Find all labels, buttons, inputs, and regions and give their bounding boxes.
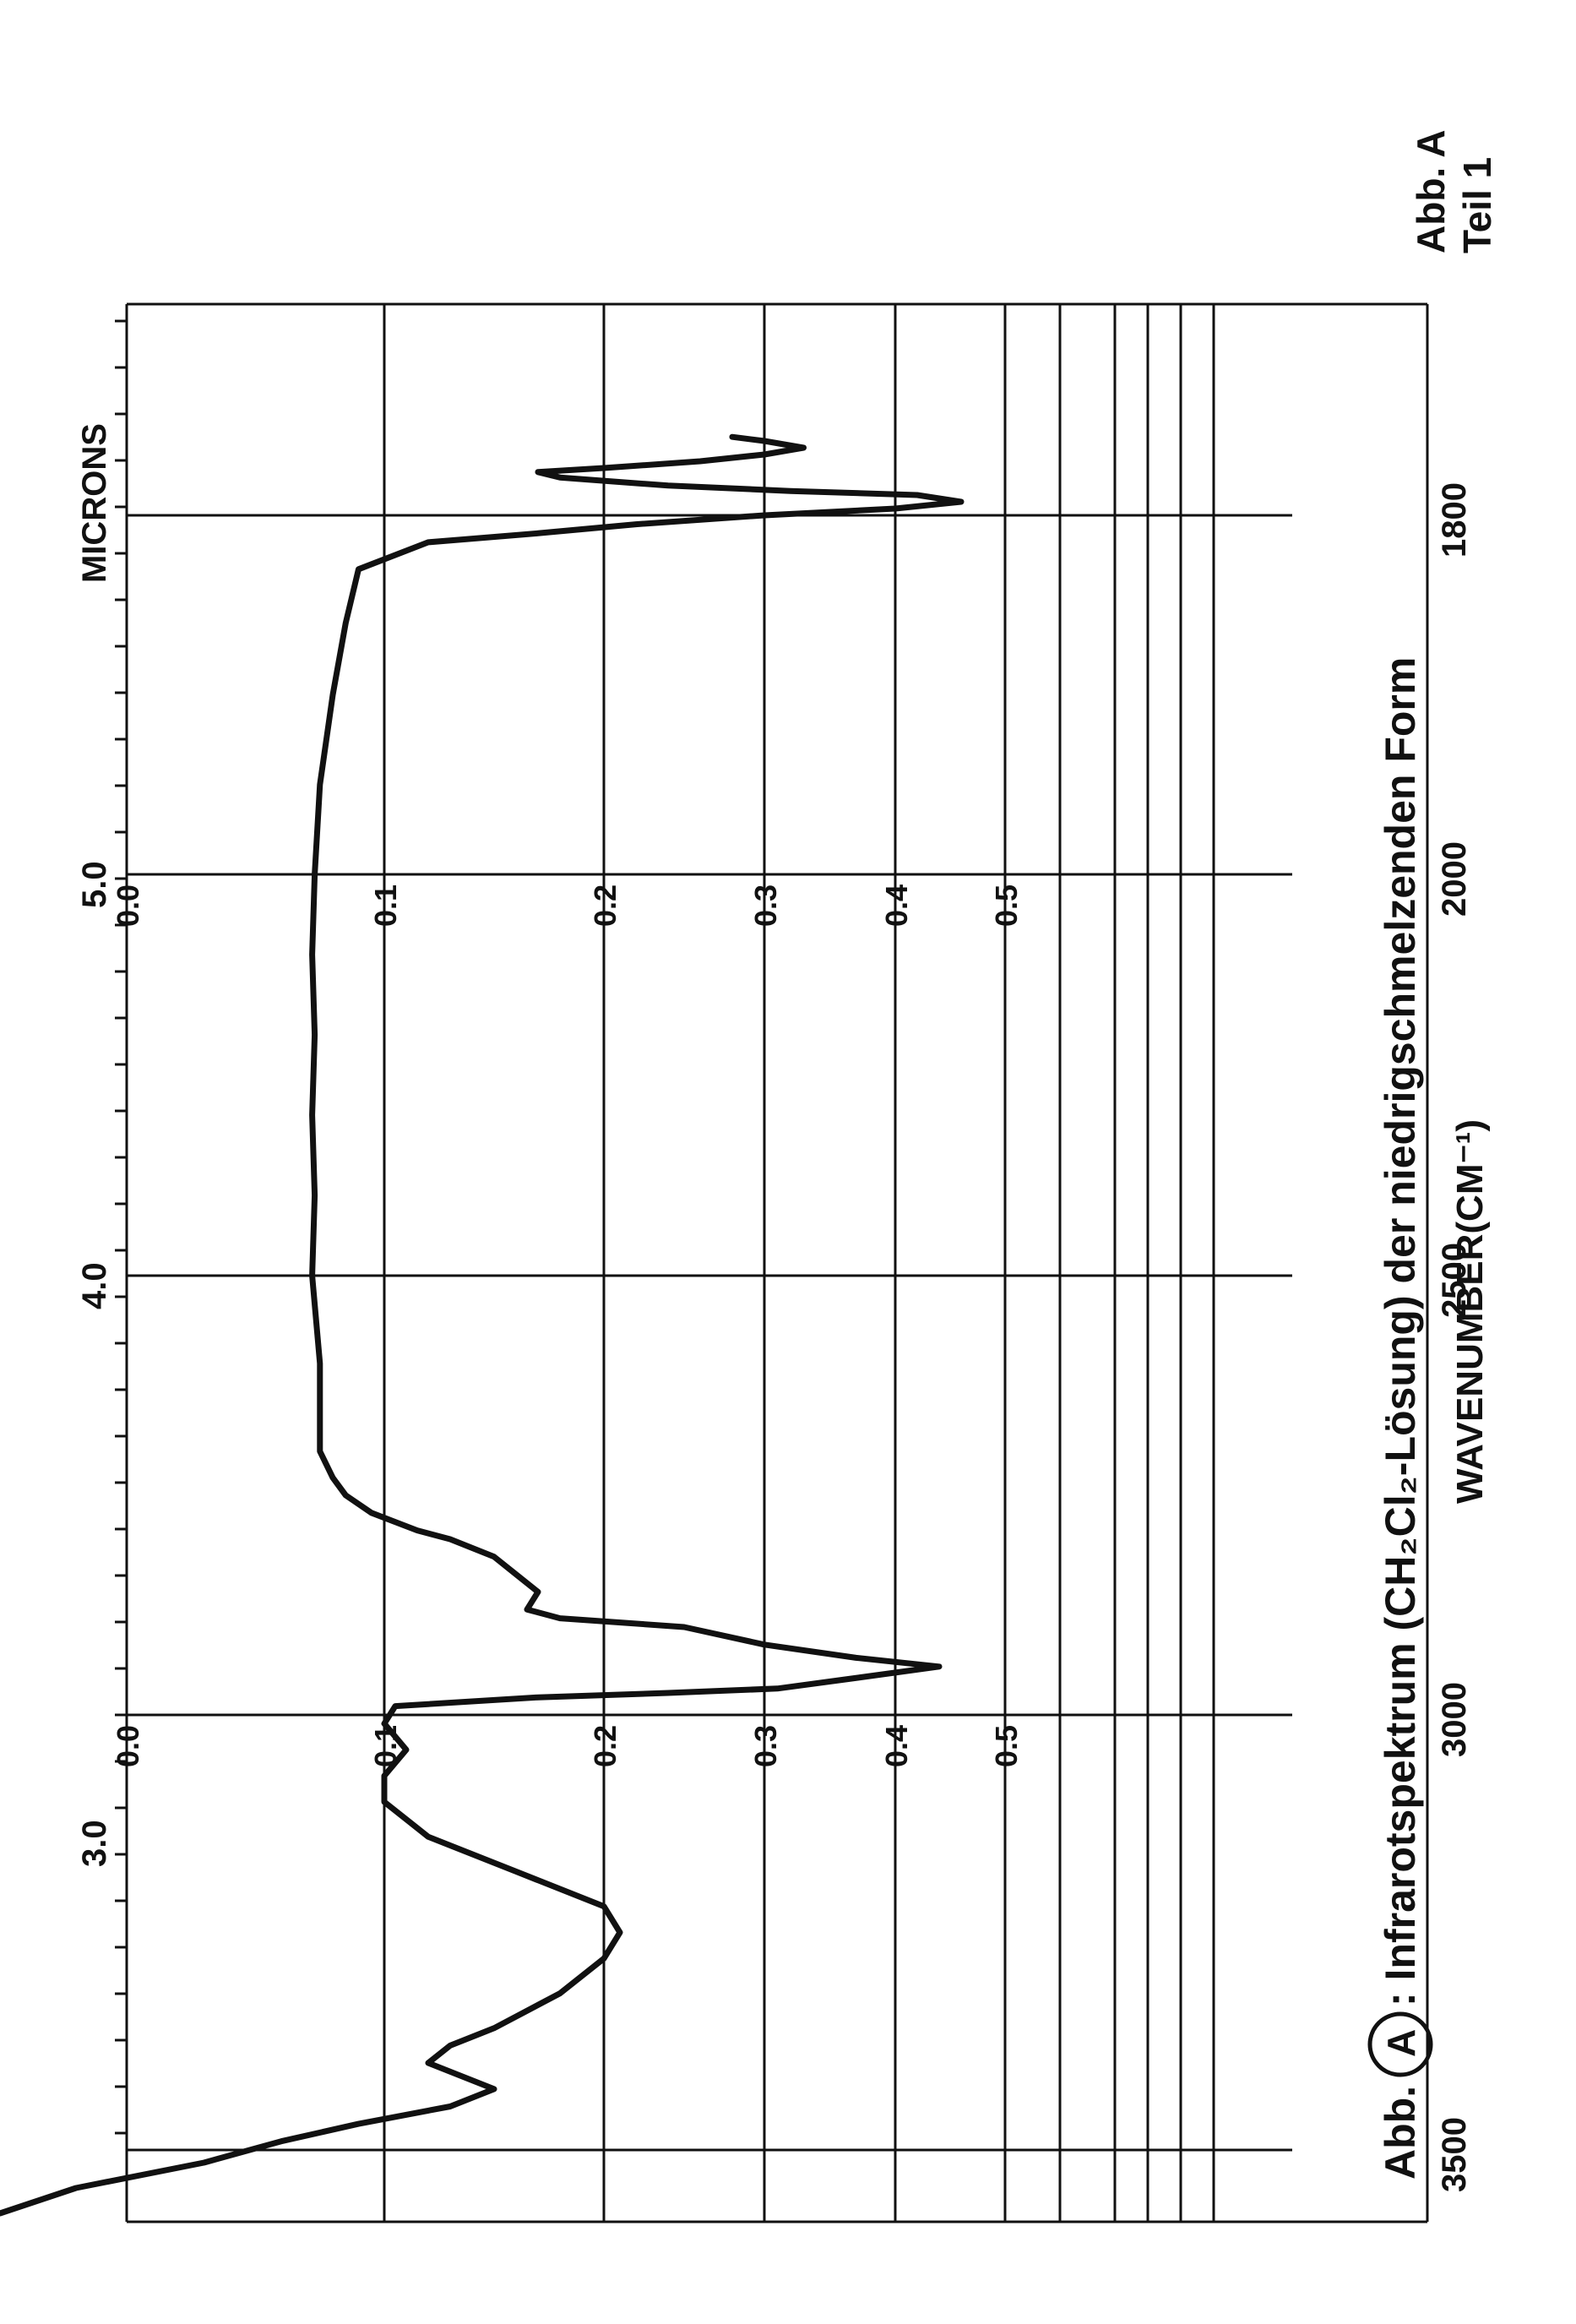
tick-layer: 350030002500200018003.04.05.00.00.10.20.…: [76, 321, 1473, 2192]
x-tick-label: 2000: [1436, 841, 1473, 917]
grid-layer: [127, 304, 1427, 2222]
caption-circle-letter: A: [1379, 2029, 1423, 2057]
top-tick-label: 5.0: [76, 861, 113, 908]
absorbance-scale-label: 0.1: [368, 884, 403, 927]
absorbance-scale-label: 0.4: [879, 884, 914, 927]
absorbance-scale-label: 0.4: [879, 1725, 914, 1767]
top-axis-label: MICRONS: [76, 423, 113, 583]
absorbance-scale-label: 0.3: [748, 1725, 783, 1767]
caption-prefix: Abb.: [1377, 2086, 1424, 2180]
top-tick-label: 4.0: [76, 1262, 113, 1309]
figure-tag-line2: Teil 1: [1455, 157, 1499, 253]
x-tick-label: 3000: [1436, 1682, 1473, 1757]
x-axis-label: WAVENUMBER(CM⁻¹): [1449, 1119, 1491, 1504]
spectrum-curve: [0, 437, 961, 2213]
absorbance-scale-label: 0.0: [111, 1725, 145, 1767]
absorbance-scale-label: 0.5: [989, 884, 1024, 927]
absorbance-scale-label: 0.0: [111, 884, 145, 927]
x-tick-label: 3500: [1436, 2117, 1473, 2192]
figure-caption: Abb. A : Infrarotspektrum (CH₂Cl₂-Lösung…: [1370, 657, 1431, 2180]
caption-text: : Infrarotspektrum (CH₂Cl₂-Lösung) der n…: [1377, 657, 1424, 2006]
absorbance-scale-label: 0.1: [368, 1725, 403, 1767]
figure-tag-line1: Abb. A: [1409, 130, 1453, 254]
top-tick-label: 3.0: [76, 1820, 113, 1867]
absorbance-scale-label: 0.2: [588, 884, 622, 927]
absorbance-scale-label: 0.3: [748, 884, 783, 927]
x-tick-label: 1800: [1436, 482, 1473, 558]
absorbance-scale-label: 0.5: [989, 1725, 1024, 1767]
absorbance-scale-label: 0.2: [588, 1725, 622, 1767]
curve-layer: [0, 437, 961, 2213]
